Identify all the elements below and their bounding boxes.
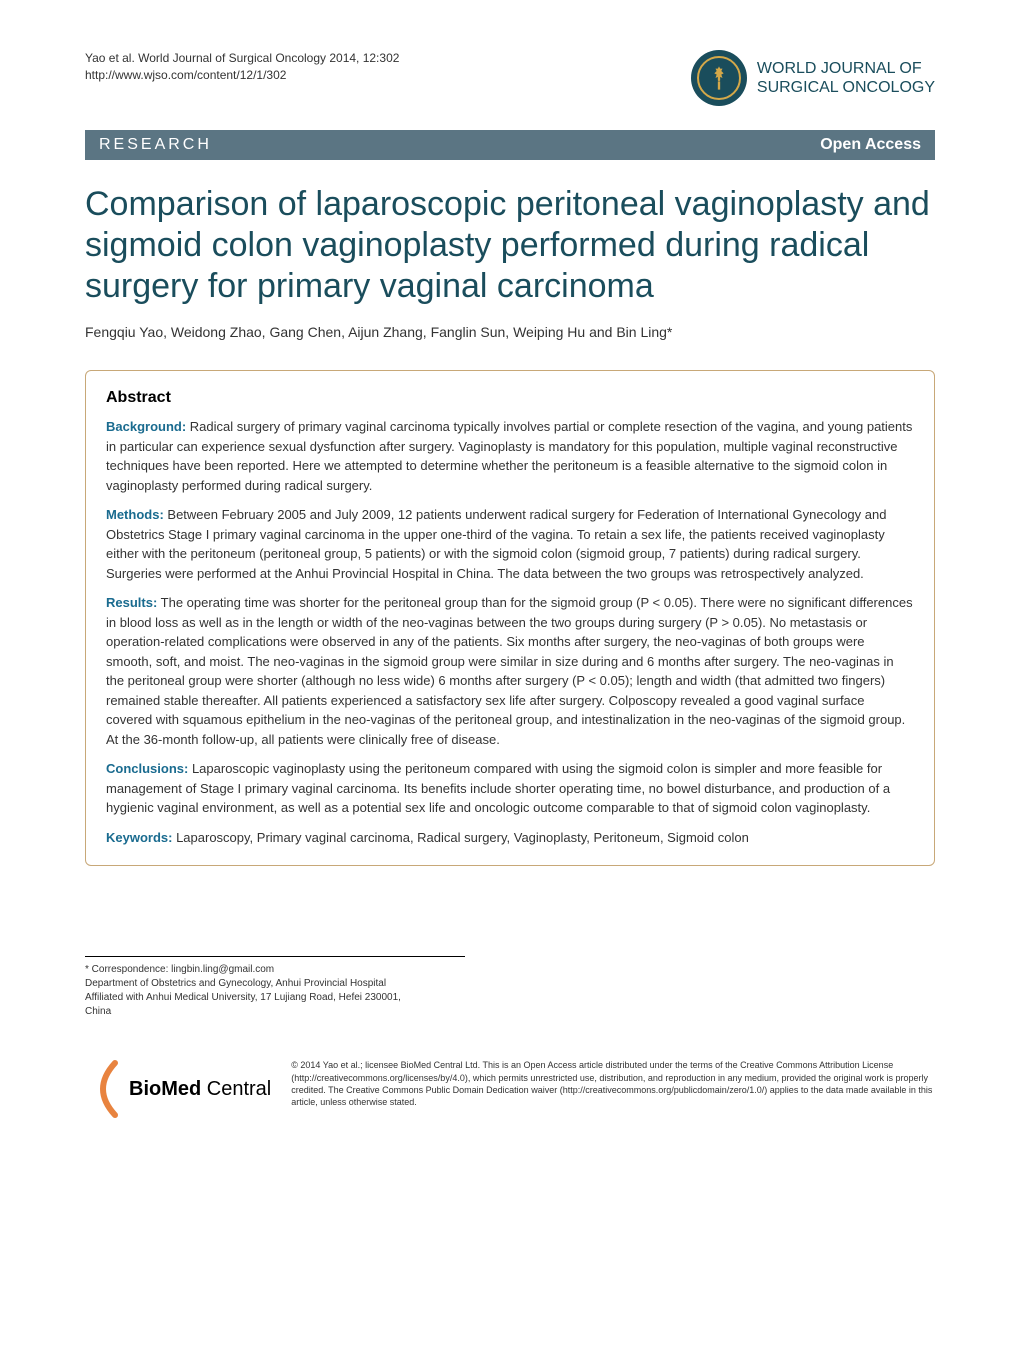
abstract-heading: Abstract [106, 389, 914, 407]
abstract-keywords: Keywords: Laparoscopy, Primary vaginal c… [106, 828, 914, 848]
abstract-conclusions: Conclusions: Laparoscopic vaginoplasty u… [106, 759, 914, 818]
correspondence-block: * Correspondence: lingbin.ling@gmail.com… [85, 963, 935, 1019]
results-label: Results: [106, 595, 157, 610]
citation-url: http://www.wjso.com/content/12/1/302 [85, 67, 399, 84]
keywords-label: Keywords: [106, 830, 172, 845]
correspondence-country: China [85, 1005, 935, 1019]
results-text: The operating time was shorter for the p… [106, 595, 913, 747]
background-label: Background: [106, 419, 186, 434]
bmc-logo-bold: BioMed [129, 1078, 201, 1100]
abstract-methods: Methods: Between February 2005 and July … [106, 505, 914, 583]
journal-name: WORLD JOURNAL OF SURGICAL ONCOLOGY [757, 59, 935, 97]
page-container: Yao et al. World Journal of Surgical Onc… [0, 0, 1020, 1159]
open-access-label: Open Access [820, 136, 921, 154]
journal-logo: WORLD JOURNAL OF SURGICAL ONCOLOGY [691, 50, 935, 106]
license-text: © 2014 Yao et al.; licensee BioMed Centr… [291, 1059, 935, 1108]
bmc-logo-text: BioMed Central [129, 1078, 271, 1101]
correspondence-email: * Correspondence: lingbin.ling@gmail.com [85, 963, 935, 977]
journal-name-line2: SURGICAL ONCOLOGY [757, 78, 935, 97]
article-type-label: RESEARCH [99, 136, 212, 154]
correspondence-dept: Department of Obstetrics and Gynecology,… [85, 977, 935, 991]
abstract-box: Abstract Background: Radical surgery of … [85, 370, 935, 866]
citation-block: Yao et al. World Journal of Surgical Onc… [85, 50, 399, 84]
abstract-results: Results: The operating time was shorter … [106, 593, 914, 749]
page-header: Yao et al. World Journal of Surgical Onc… [85, 50, 935, 106]
page-footer: BioMed Central © 2014 Yao et al.; licens… [85, 1059, 935, 1119]
keywords-text: Laparoscopy, Primary vaginal carcinoma, … [172, 830, 748, 845]
bmc-paren-icon [85, 1059, 123, 1119]
article-title: Comparison of laparoscopic peritoneal va… [85, 184, 935, 306]
citation-line: Yao et al. World Journal of Surgical Onc… [85, 50, 399, 67]
background-text: Radical surgery of primary vaginal carci… [106, 419, 912, 493]
journal-name-line1: WORLD JOURNAL OF [757, 59, 935, 78]
bmc-logo-rest: Central [201, 1078, 271, 1100]
conclusions-text: Laparoscopic vaginoplasty using the peri… [106, 761, 890, 815]
author-names: Fengqiu Yao, Weidong Zhao, Gang Chen, Ai… [85, 324, 672, 340]
correspondence-affiliation: Affiliated with Anhui Medical University… [85, 991, 935, 1005]
methods-label: Methods: [106, 507, 164, 522]
methods-text: Between February 2005 and July 2009, 12 … [106, 507, 886, 581]
correspondence-divider [85, 956, 465, 957]
article-type-banner: RESEARCH Open Access [85, 130, 935, 160]
biomed-central-logo: BioMed Central [85, 1059, 271, 1119]
abstract-background: Background: Radical surgery of primary v… [106, 417, 914, 495]
author-list: Fengqiu Yao, Weidong Zhao, Gang Chen, Ai… [85, 324, 935, 340]
caduceus-icon [691, 50, 747, 106]
conclusions-label: Conclusions: [106, 761, 188, 776]
